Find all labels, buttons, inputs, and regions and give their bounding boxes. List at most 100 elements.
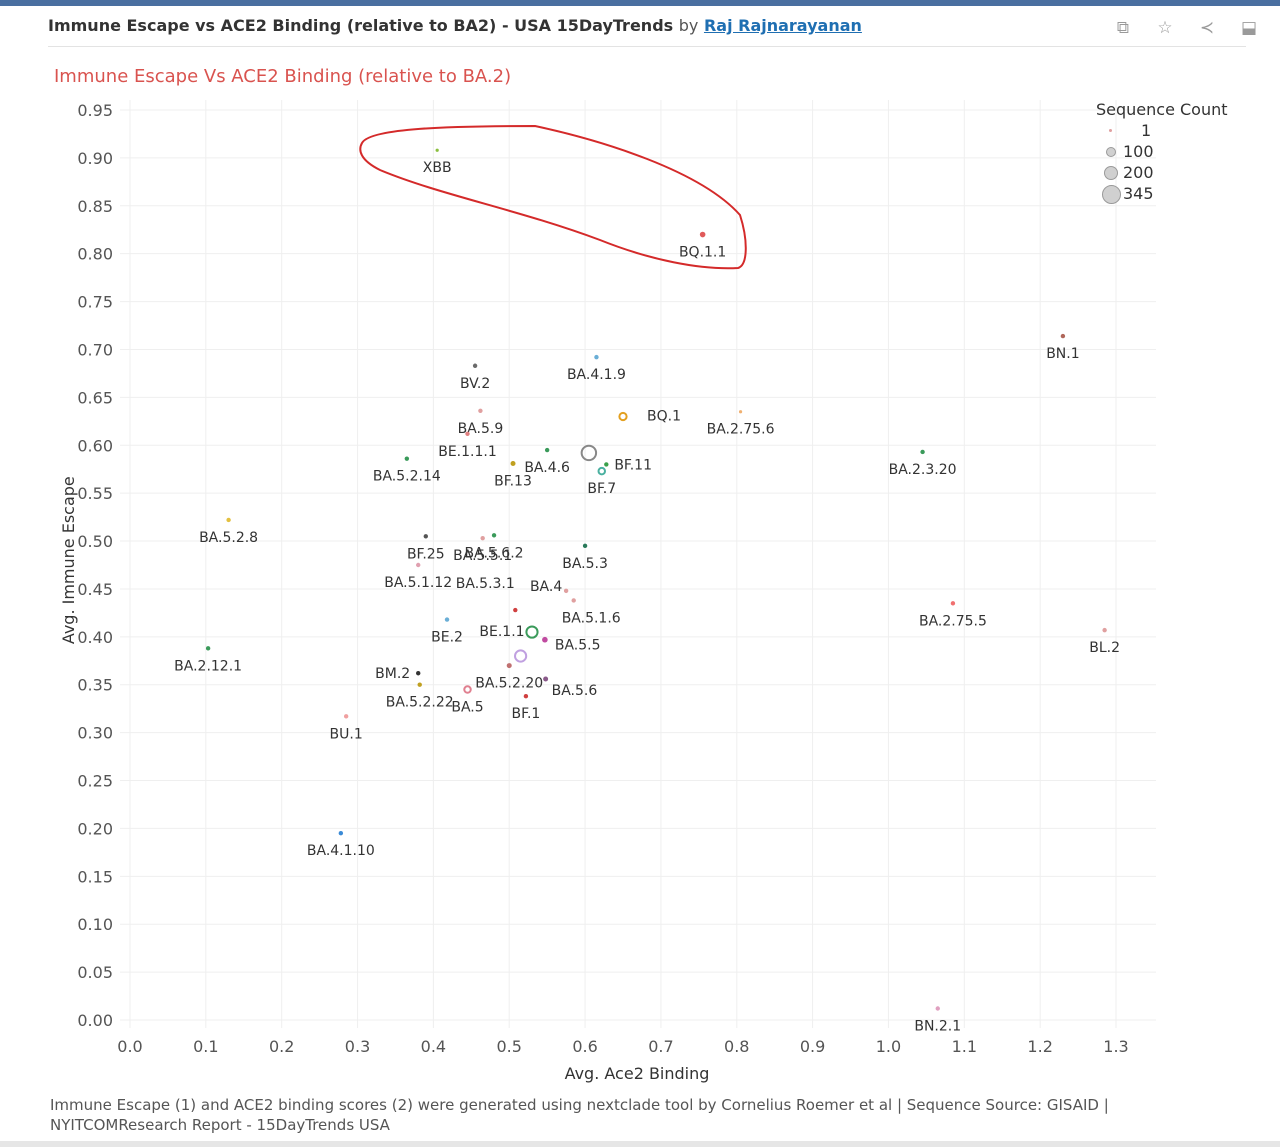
data-label: BA.4 — [530, 579, 562, 595]
data-label: BA.5.9 — [458, 421, 504, 437]
y-tick-label: 0.65 — [77, 388, 113, 407]
legend-item: 200 — [1096, 163, 1228, 184]
data-label: BA.5.2.22 — [386, 695, 454, 711]
y-tick-label: 0.60 — [77, 436, 113, 455]
data-point — [604, 462, 609, 467]
author-link[interactable]: Raj Rajnarayanan — [703, 16, 862, 35]
x-tick-label: 1.2 — [1027, 1037, 1052, 1056]
legend-size-marker — [1102, 185, 1121, 204]
y-tick-label: 0.45 — [77, 580, 113, 599]
data-point — [463, 685, 472, 694]
data-point — [404, 456, 410, 461]
data-point — [699, 231, 706, 238]
x-tick-label: 0.4 — [421, 1037, 446, 1056]
dashboard-title: Immune Escape vs ACE2 Binding (relative … — [48, 16, 862, 35]
data-point — [226, 517, 231, 523]
size-legend: Sequence Count 1 100 200 345 — [1096, 100, 1228, 205]
x-tick-label: 0.2 — [269, 1037, 294, 1056]
legend-size-marker — [1104, 166, 1118, 180]
bottom-bar — [0, 1141, 1280, 1147]
data-point — [950, 601, 956, 606]
x-tick-label: 0.7 — [648, 1037, 673, 1056]
data-point — [1102, 627, 1107, 633]
copy-icon[interactable]: ⧉ — [1116, 18, 1130, 38]
data-label: BF.11 — [614, 457, 652, 473]
data-label: BE.1.1.1 — [438, 444, 497, 460]
x-tick-label: 1.0 — [876, 1037, 901, 1056]
data-label: BA.2.3.20 — [889, 462, 957, 478]
data-point — [582, 543, 588, 549]
y-tick-label: 0.40 — [77, 628, 113, 647]
data-point — [510, 460, 516, 466]
y-tick-label: 0.35 — [77, 676, 113, 695]
data-point — [580, 444, 598, 462]
data-label: BF.7 — [587, 481, 616, 497]
y-tick-label: 0.70 — [77, 340, 113, 359]
data-point — [597, 466, 606, 476]
data-point — [416, 562, 421, 568]
y-tick-label: 0.50 — [77, 532, 113, 551]
y-tick-label: 0.05 — [77, 963, 113, 982]
data-label: BU.1 — [330, 726, 363, 742]
data-point — [920, 449, 925, 455]
data-point — [571, 598, 576, 603]
toolbar: ⧉ ☆ ≺ ⬓ — [1112, 18, 1260, 38]
data-point — [480, 535, 485, 541]
share-icon[interactable]: ≺ — [1199, 18, 1215, 38]
y-tick-label: 0.15 — [77, 867, 113, 886]
x-tick-label: 0.3 — [345, 1037, 370, 1056]
x-tick-label: 0.0 — [117, 1037, 142, 1056]
legend-item-label: 345 — [1123, 184, 1154, 203]
data-label: BA.5.3.1 — [456, 576, 515, 592]
data-point — [205, 646, 211, 651]
star-icon[interactable]: ☆ — [1157, 18, 1173, 38]
y-tick-label: 0.30 — [77, 724, 113, 743]
legend-item-label: 100 — [1123, 142, 1154, 161]
data-point — [343, 714, 349, 719]
data-label: BA.5.5.1 — [453, 548, 512, 564]
data-point — [444, 617, 450, 622]
y-tick-label: 0.80 — [77, 245, 113, 264]
footer-line-2: NYITCOMResearch Report - 15DayTrends USA — [50, 1116, 390, 1134]
data-label: BA.5 — [451, 700, 483, 716]
data-point — [338, 831, 344, 836]
footer-line-1: Immune Escape (1) and ACE2 binding score… — [50, 1096, 1109, 1114]
legend-item: 100 — [1096, 142, 1228, 163]
x-tick-label: 0.9 — [800, 1037, 825, 1056]
data-label: BE.2 — [431, 630, 463, 646]
data-label: BA.5.6.2 — [465, 545, 524, 561]
y-tick-label: 0.95 — [77, 101, 113, 120]
data-label: BA.5.2.8 — [199, 530, 258, 546]
data-label: BA.2.12.1 — [174, 658, 242, 674]
download-icon[interactable]: ⬓ — [1240, 18, 1258, 38]
data-point — [525, 625, 539, 639]
data-point — [478, 408, 483, 413]
data-point — [543, 676, 549, 682]
data-point — [594, 354, 599, 360]
data-point — [472, 363, 478, 368]
data-point — [423, 534, 428, 539]
x-tick-label: 0.8 — [724, 1037, 749, 1056]
data-point — [542, 636, 548, 643]
x-tick-label: 1.3 — [1103, 1037, 1128, 1056]
y-tick-label: 0.90 — [77, 149, 113, 168]
legend-title: Sequence Count — [1096, 100, 1228, 119]
top-accent-bar — [0, 0, 1280, 6]
data-point — [738, 410, 743, 414]
data-label: BF.1 — [512, 706, 541, 722]
y-tick-label: 0.85 — [77, 197, 113, 216]
y-tick-label: 0.25 — [77, 772, 113, 791]
y-axis-title: Avg. Immune Escape — [59, 476, 78, 644]
data-label: BM.2 — [375, 666, 410, 682]
data-label: BA.5.1.6 — [562, 610, 621, 626]
data-label: BF.13 — [494, 473, 532, 489]
data-point — [435, 148, 439, 152]
data-label: BF.25 — [407, 546, 445, 562]
dashboard-title-text: Immune Escape vs ACE2 Binding (relative … — [48, 16, 674, 35]
data-label: BA.5.1.12 — [384, 575, 452, 591]
data-point — [513, 607, 518, 613]
chart-title: Immune Escape Vs ACE2 Binding (relative … — [54, 66, 512, 87]
legend-item-label: 1 — [1141, 121, 1152, 140]
data-label: XBB — [423, 160, 452, 176]
